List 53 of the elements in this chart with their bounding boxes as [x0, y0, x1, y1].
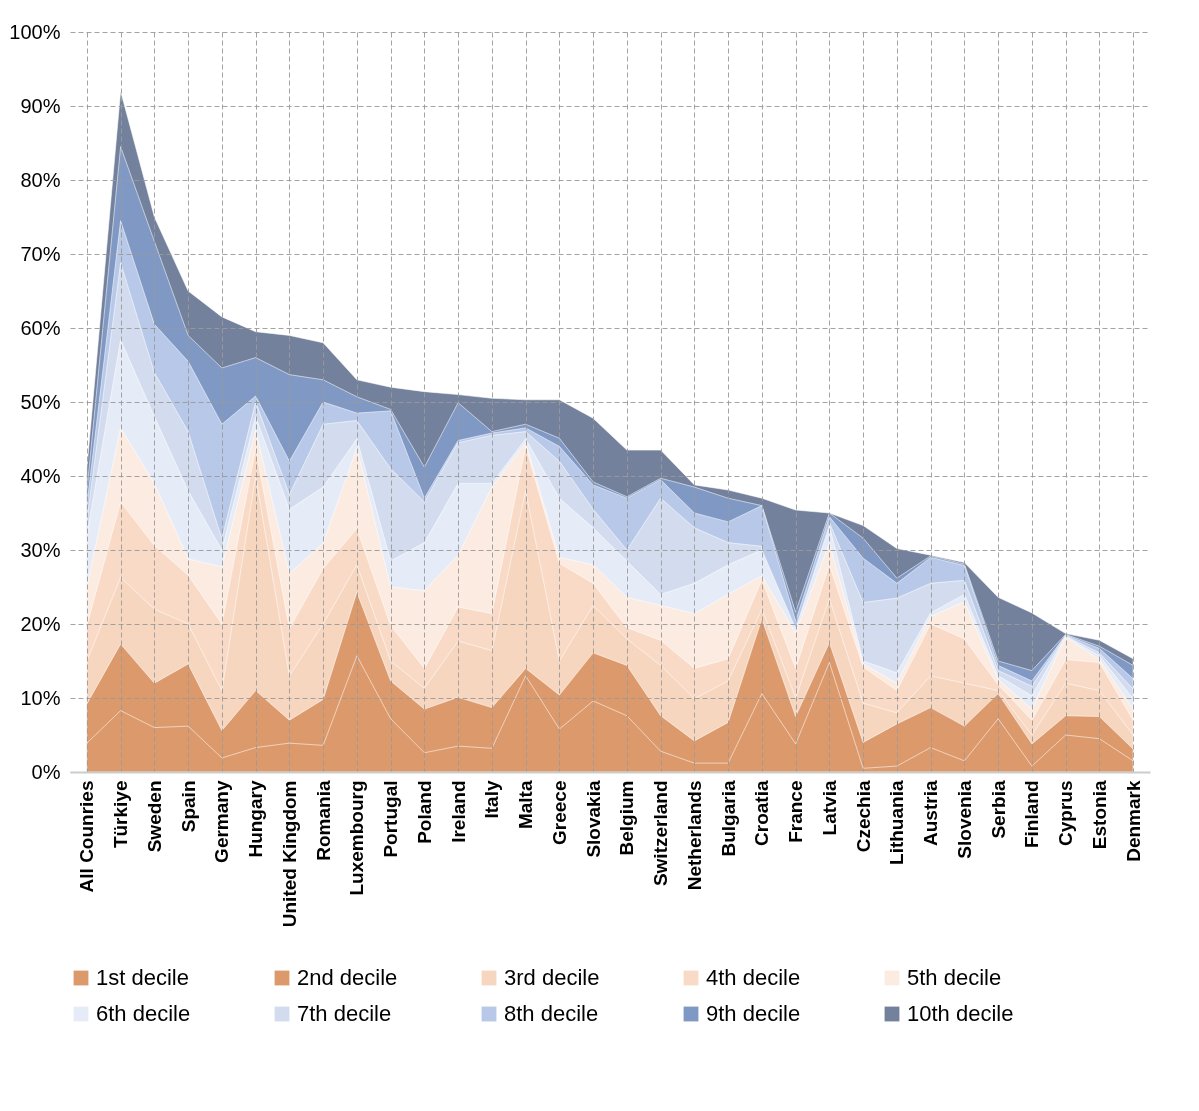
legend-label: 4th decile [706, 965, 801, 990]
legend-label: 3rd decile [504, 965, 600, 990]
legend-label: 1st decile [96, 965, 189, 990]
y-tick-label: 30% [20, 538, 61, 561]
y-tick-label: 0% [31, 760, 61, 783]
x-tick-label: Latvia [818, 780, 840, 836]
x-tick-label: Ireland [447, 780, 469, 843]
y-tick-label: 70% [20, 242, 61, 265]
x-tick-label: Sweden [143, 780, 165, 853]
y-tick-label: 100% [9, 20, 61, 43]
y-tick-label: 50% [20, 390, 61, 413]
legend-label: 8th decile [504, 1001, 599, 1026]
x-tick-label: Belgium [616, 780, 638, 856]
legend-label: 7th decile [297, 1001, 392, 1026]
legend-label: 2nd decile [297, 965, 398, 990]
legend-label: 5th decile [907, 965, 1002, 990]
x-tick-label: Germany [211, 780, 233, 863]
x-tick-label: Hungary [245, 780, 267, 858]
x-tick-label: Croatia [751, 780, 773, 846]
x-tick-label: Poland [413, 780, 435, 844]
x-tick-label: Cyprus [1055, 780, 1077, 846]
x-tick-label: Czechia [852, 780, 874, 853]
x-tick-label: Greece [548, 780, 570, 845]
x-tick-label: Lithuania [886, 780, 908, 865]
x-tick-label: Slovakia [582, 780, 604, 858]
y-tick-label: 60% [20, 316, 61, 339]
x-tick-label: Serbia [987, 780, 1009, 839]
y-tick-label: 20% [20, 612, 61, 635]
y-tick-label: 80% [20, 168, 61, 191]
x-tick-label: Luxembourg [346, 780, 368, 896]
x-tick-label: Portugal [380, 780, 402, 858]
x-tick-label: Bulgaria [717, 780, 739, 857]
x-tick-label: Estonia [1088, 780, 1110, 850]
x-tick-label: Switzerland [650, 780, 672, 887]
y-tick-label: 90% [20, 94, 61, 117]
x-tick-label: Netherlands [683, 780, 705, 891]
x-tick-label: Malta [515, 780, 537, 830]
legend-label: 9th decile [706, 1001, 801, 1026]
x-tick-label: United Kingdom [278, 780, 300, 928]
x-tick-label: France [785, 780, 807, 843]
x-tick-label: Romania [312, 780, 334, 861]
x-tick-label: Türkiye [110, 780, 132, 849]
x-tick-label: Austria [920, 780, 942, 846]
y-tick-label: 40% [20, 464, 61, 487]
x-tick-label: Italy [481, 780, 503, 819]
x-tick-label: All Counries [76, 780, 98, 893]
legend-label: 6th decile [96, 1001, 191, 1026]
x-tick-label: Slovenia [953, 780, 975, 859]
y-tick-label: 10% [20, 686, 61, 709]
x-tick-label: Finland [1021, 780, 1043, 849]
x-tick-label: Denmark [1122, 780, 1144, 862]
legend-label: 10th decile [907, 1001, 1014, 1026]
x-tick-label: Spain [177, 780, 199, 833]
